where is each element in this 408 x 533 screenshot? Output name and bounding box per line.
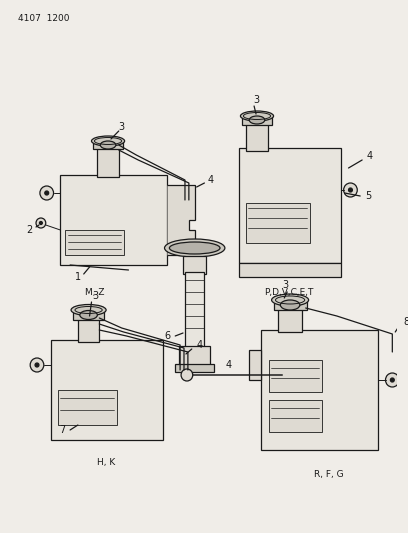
Circle shape	[348, 188, 353, 192]
Circle shape	[40, 222, 42, 224]
Bar	[280, 371, 286, 379]
Text: 4: 4	[207, 175, 213, 185]
Circle shape	[45, 191, 49, 195]
Text: 3: 3	[253, 95, 259, 105]
Text: 3: 3	[92, 291, 98, 301]
Bar	[246, 203, 310, 243]
Bar	[78, 318, 99, 342]
Bar	[261, 330, 378, 450]
Text: 2: 2	[26, 225, 32, 235]
Circle shape	[390, 378, 394, 382]
Circle shape	[30, 358, 44, 372]
Bar	[239, 263, 341, 277]
Text: 8: 8	[404, 317, 408, 327]
Bar	[185, 272, 204, 347]
Bar	[73, 310, 104, 320]
Text: R, F, G: R, F, G	[314, 470, 344, 479]
Text: 5: 5	[365, 191, 371, 201]
Circle shape	[386, 373, 399, 387]
Polygon shape	[167, 185, 195, 255]
Bar	[239, 148, 341, 263]
Text: P,D,V,C,E,T: P,D,V,C,E,T	[264, 288, 314, 297]
Text: 6: 6	[164, 331, 171, 341]
Ellipse shape	[169, 242, 220, 254]
Bar	[179, 346, 210, 366]
Circle shape	[36, 218, 46, 228]
Bar	[58, 390, 117, 425]
Bar	[98, 147, 119, 177]
Circle shape	[40, 186, 53, 200]
Bar	[51, 340, 162, 440]
Ellipse shape	[280, 300, 300, 310]
Bar	[269, 360, 322, 392]
Text: 1: 1	[75, 272, 81, 282]
Ellipse shape	[249, 116, 265, 124]
Bar	[60, 175, 167, 265]
Ellipse shape	[272, 294, 308, 306]
Text: 7: 7	[59, 425, 65, 435]
Ellipse shape	[100, 141, 116, 149]
Bar	[246, 123, 268, 151]
Text: 4: 4	[197, 340, 203, 350]
Circle shape	[344, 183, 357, 197]
Bar	[269, 400, 322, 432]
Circle shape	[35, 363, 39, 367]
Ellipse shape	[240, 111, 273, 121]
Text: 3: 3	[282, 280, 288, 290]
Text: M, Z: M, Z	[85, 288, 104, 297]
Text: 3: 3	[119, 122, 125, 132]
Text: H, K: H, K	[97, 457, 115, 466]
Polygon shape	[249, 350, 261, 380]
Text: 4: 4	[367, 151, 373, 161]
Ellipse shape	[164, 239, 225, 257]
Bar	[65, 230, 124, 255]
Bar	[175, 364, 214, 372]
Bar	[183, 256, 206, 274]
Ellipse shape	[71, 304, 106, 316]
Bar	[273, 300, 307, 310]
Circle shape	[181, 369, 193, 381]
Bar	[278, 308, 302, 332]
Text: 4: 4	[226, 360, 232, 370]
Ellipse shape	[91, 136, 124, 146]
Bar	[242, 116, 272, 125]
Text: 4107  1200: 4107 1200	[18, 14, 69, 23]
Bar	[93, 141, 123, 149]
Ellipse shape	[80, 311, 98, 319]
